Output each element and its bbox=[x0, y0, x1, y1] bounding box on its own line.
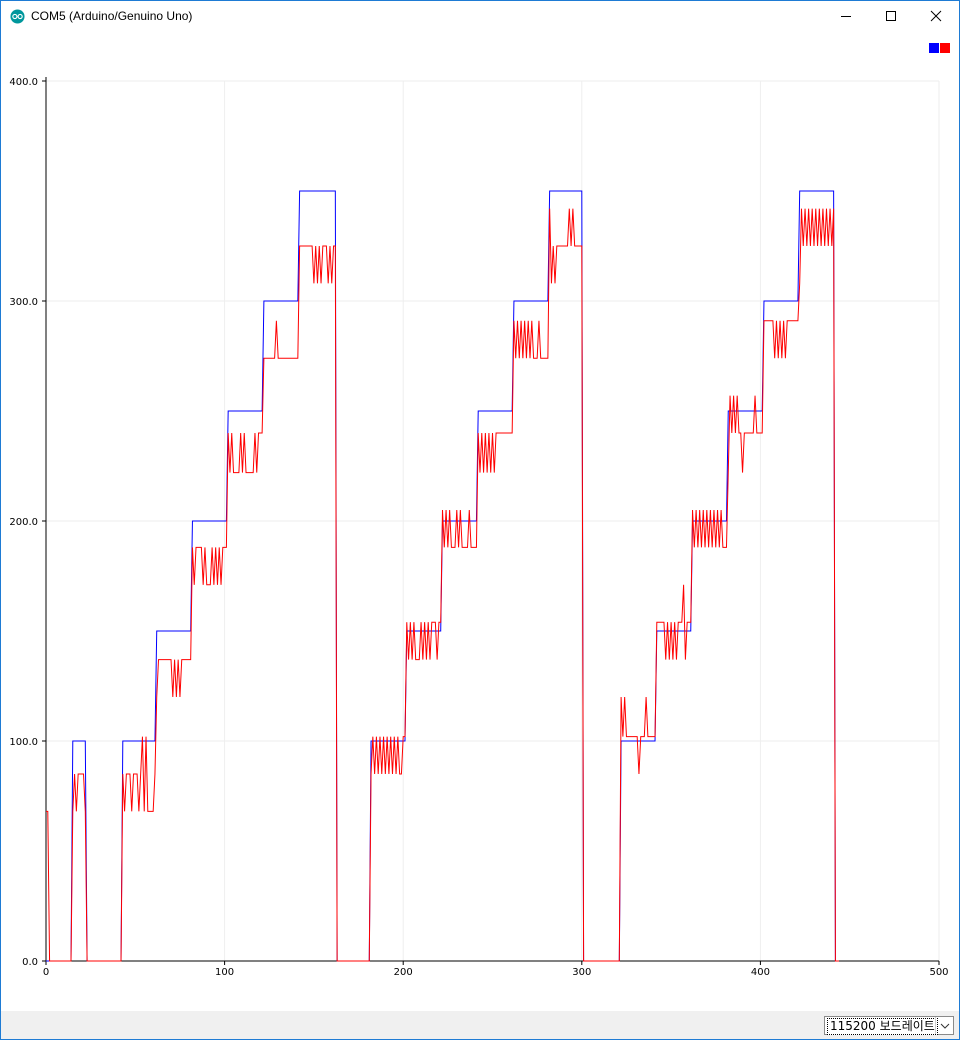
minimize-icon bbox=[841, 16, 851, 17]
legend-swatch-series-1 bbox=[929, 43, 939, 53]
series-line-2 bbox=[46, 208, 839, 962]
status-bar: 115200 보드레이트 bbox=[1, 1011, 959, 1039]
y-tick-label: 100.0 bbox=[9, 737, 38, 748]
minimize-button[interactable] bbox=[823, 1, 869, 31]
x-tick-label: 400 bbox=[751, 967, 770, 978]
window-title: COM5 (Arduino/Genuino Uno) bbox=[31, 9, 193, 23]
close-button[interactable] bbox=[913, 1, 959, 31]
title-bar[interactable]: COM5 (Arduino/Genuino Uno) bbox=[1, 1, 959, 31]
y-tick-label: 300.0 bbox=[9, 297, 38, 308]
y-tick-label: 0.0 bbox=[22, 957, 38, 968]
plot-series bbox=[46, 190, 839, 962]
maximize-icon bbox=[886, 11, 896, 21]
x-tick-label: 500 bbox=[929, 967, 948, 978]
x-tick-label: 0 bbox=[43, 967, 49, 978]
x-tick-label: 200 bbox=[394, 967, 413, 978]
close-icon bbox=[930, 10, 942, 22]
plot-axes: 0 100 200 300 400 500 0.0 100.0 200.0 300.0 400.0 bbox=[9, 77, 949, 978]
baud-rate-value: 115200 보드레이트 bbox=[827, 1018, 938, 1035]
y-tick-label: 400.0 bbox=[9, 77, 38, 88]
series-line-1 bbox=[46, 190, 839, 962]
serial-plot-chart: 0 100 200 300 400 500 0.0 100.0 200.0 300.0 400.0 bbox=[9, 77, 949, 978]
legend-swatch-series-2 bbox=[940, 43, 950, 53]
baud-rate-select[interactable]: 115200 보드레이트 bbox=[824, 1016, 954, 1035]
y-tick-label: 200.0 bbox=[9, 517, 38, 528]
arduino-icon bbox=[10, 9, 25, 24]
chevron-down-icon[interactable] bbox=[935, 1017, 953, 1034]
maximize-button[interactable] bbox=[868, 1, 914, 31]
x-tick-label: 300 bbox=[572, 967, 591, 978]
x-tick-label: 100 bbox=[215, 967, 234, 978]
plot-legend bbox=[929, 43, 950, 53]
